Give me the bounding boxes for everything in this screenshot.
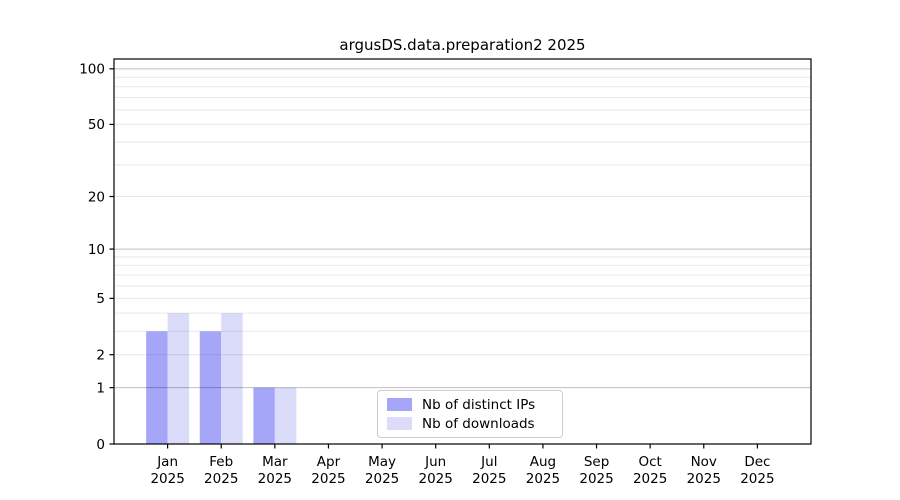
x-tick-label-month: Dec (744, 454, 770, 470)
x-tick-label-month: Mar (262, 454, 288, 470)
y-tick-label: 100 (79, 62, 105, 78)
x-tick-label-month: May (368, 454, 396, 470)
y-tick-label: 50 (88, 117, 105, 133)
legend-label-downloads: Nb of downloads (422, 415, 535, 432)
legend: Nb of distinct IPs Nb of downloads (377, 390, 563, 438)
bar-downloads (221, 313, 243, 444)
x-tick-label-year: 2025 (740, 471, 774, 487)
x-tick-label-year: 2025 (365, 471, 399, 487)
bar-downloads (167, 313, 190, 444)
legend-swatch-distinct-ips (387, 398, 412, 411)
legend-swatch-downloads (387, 417, 412, 430)
y-tick-label: 1 (96, 380, 105, 396)
x-tick-label-year: 2025 (579, 471, 613, 487)
legend-item-distinct-ips: Nb of distinct IPs (387, 397, 553, 413)
x-tick-label-year: 2025 (204, 471, 238, 487)
chart-title: argusDS.data.preparation2 2025 (339, 36, 586, 54)
x-tick-label-year: 2025 (258, 471, 292, 487)
x-tick-label-year: 2025 (472, 471, 506, 487)
bar-distinct-ips (146, 331, 168, 444)
x-tick-label-month: Jan (156, 454, 178, 470)
y-tick-label: 2 (96, 348, 105, 364)
x-tick-label-year: 2025 (150, 471, 184, 487)
bar-distinct-ips (199, 331, 222, 444)
x-tick-label-year: 2025 (526, 471, 560, 487)
bar-distinct-ips (253, 387, 275, 444)
x-tick-label-month: Aug (530, 454, 556, 470)
x-tick-label-year: 2025 (687, 471, 721, 487)
bar-downloads (274, 387, 297, 444)
x-tick-label-month: Sep (584, 454, 609, 470)
x-tick-label-month: Nov (691, 454, 717, 470)
x-tick-label-month: Feb (209, 454, 233, 470)
axes-frame (113, 58, 812, 445)
x-tick-label-month: Apr (317, 454, 341, 470)
x-tick-label-year: 2025 (311, 471, 345, 487)
legend-label-distinct-ips: Nb of distinct IPs (422, 396, 536, 413)
x-tick-label-year: 2025 (419, 471, 453, 487)
x-tick-label-month: Oct (638, 454, 661, 470)
x-tick-label-month: Jul (480, 454, 497, 470)
y-tick-label: 0 (96, 437, 105, 453)
y-tick-label: 20 (88, 189, 105, 205)
y-tick-label: 5 (96, 291, 105, 307)
y-tick-label: 10 (88, 242, 105, 258)
x-tick-label-month: Jun (424, 454, 446, 470)
x-tick-label-year: 2025 (633, 471, 667, 487)
legend-item-downloads: Nb of downloads (387, 416, 553, 432)
